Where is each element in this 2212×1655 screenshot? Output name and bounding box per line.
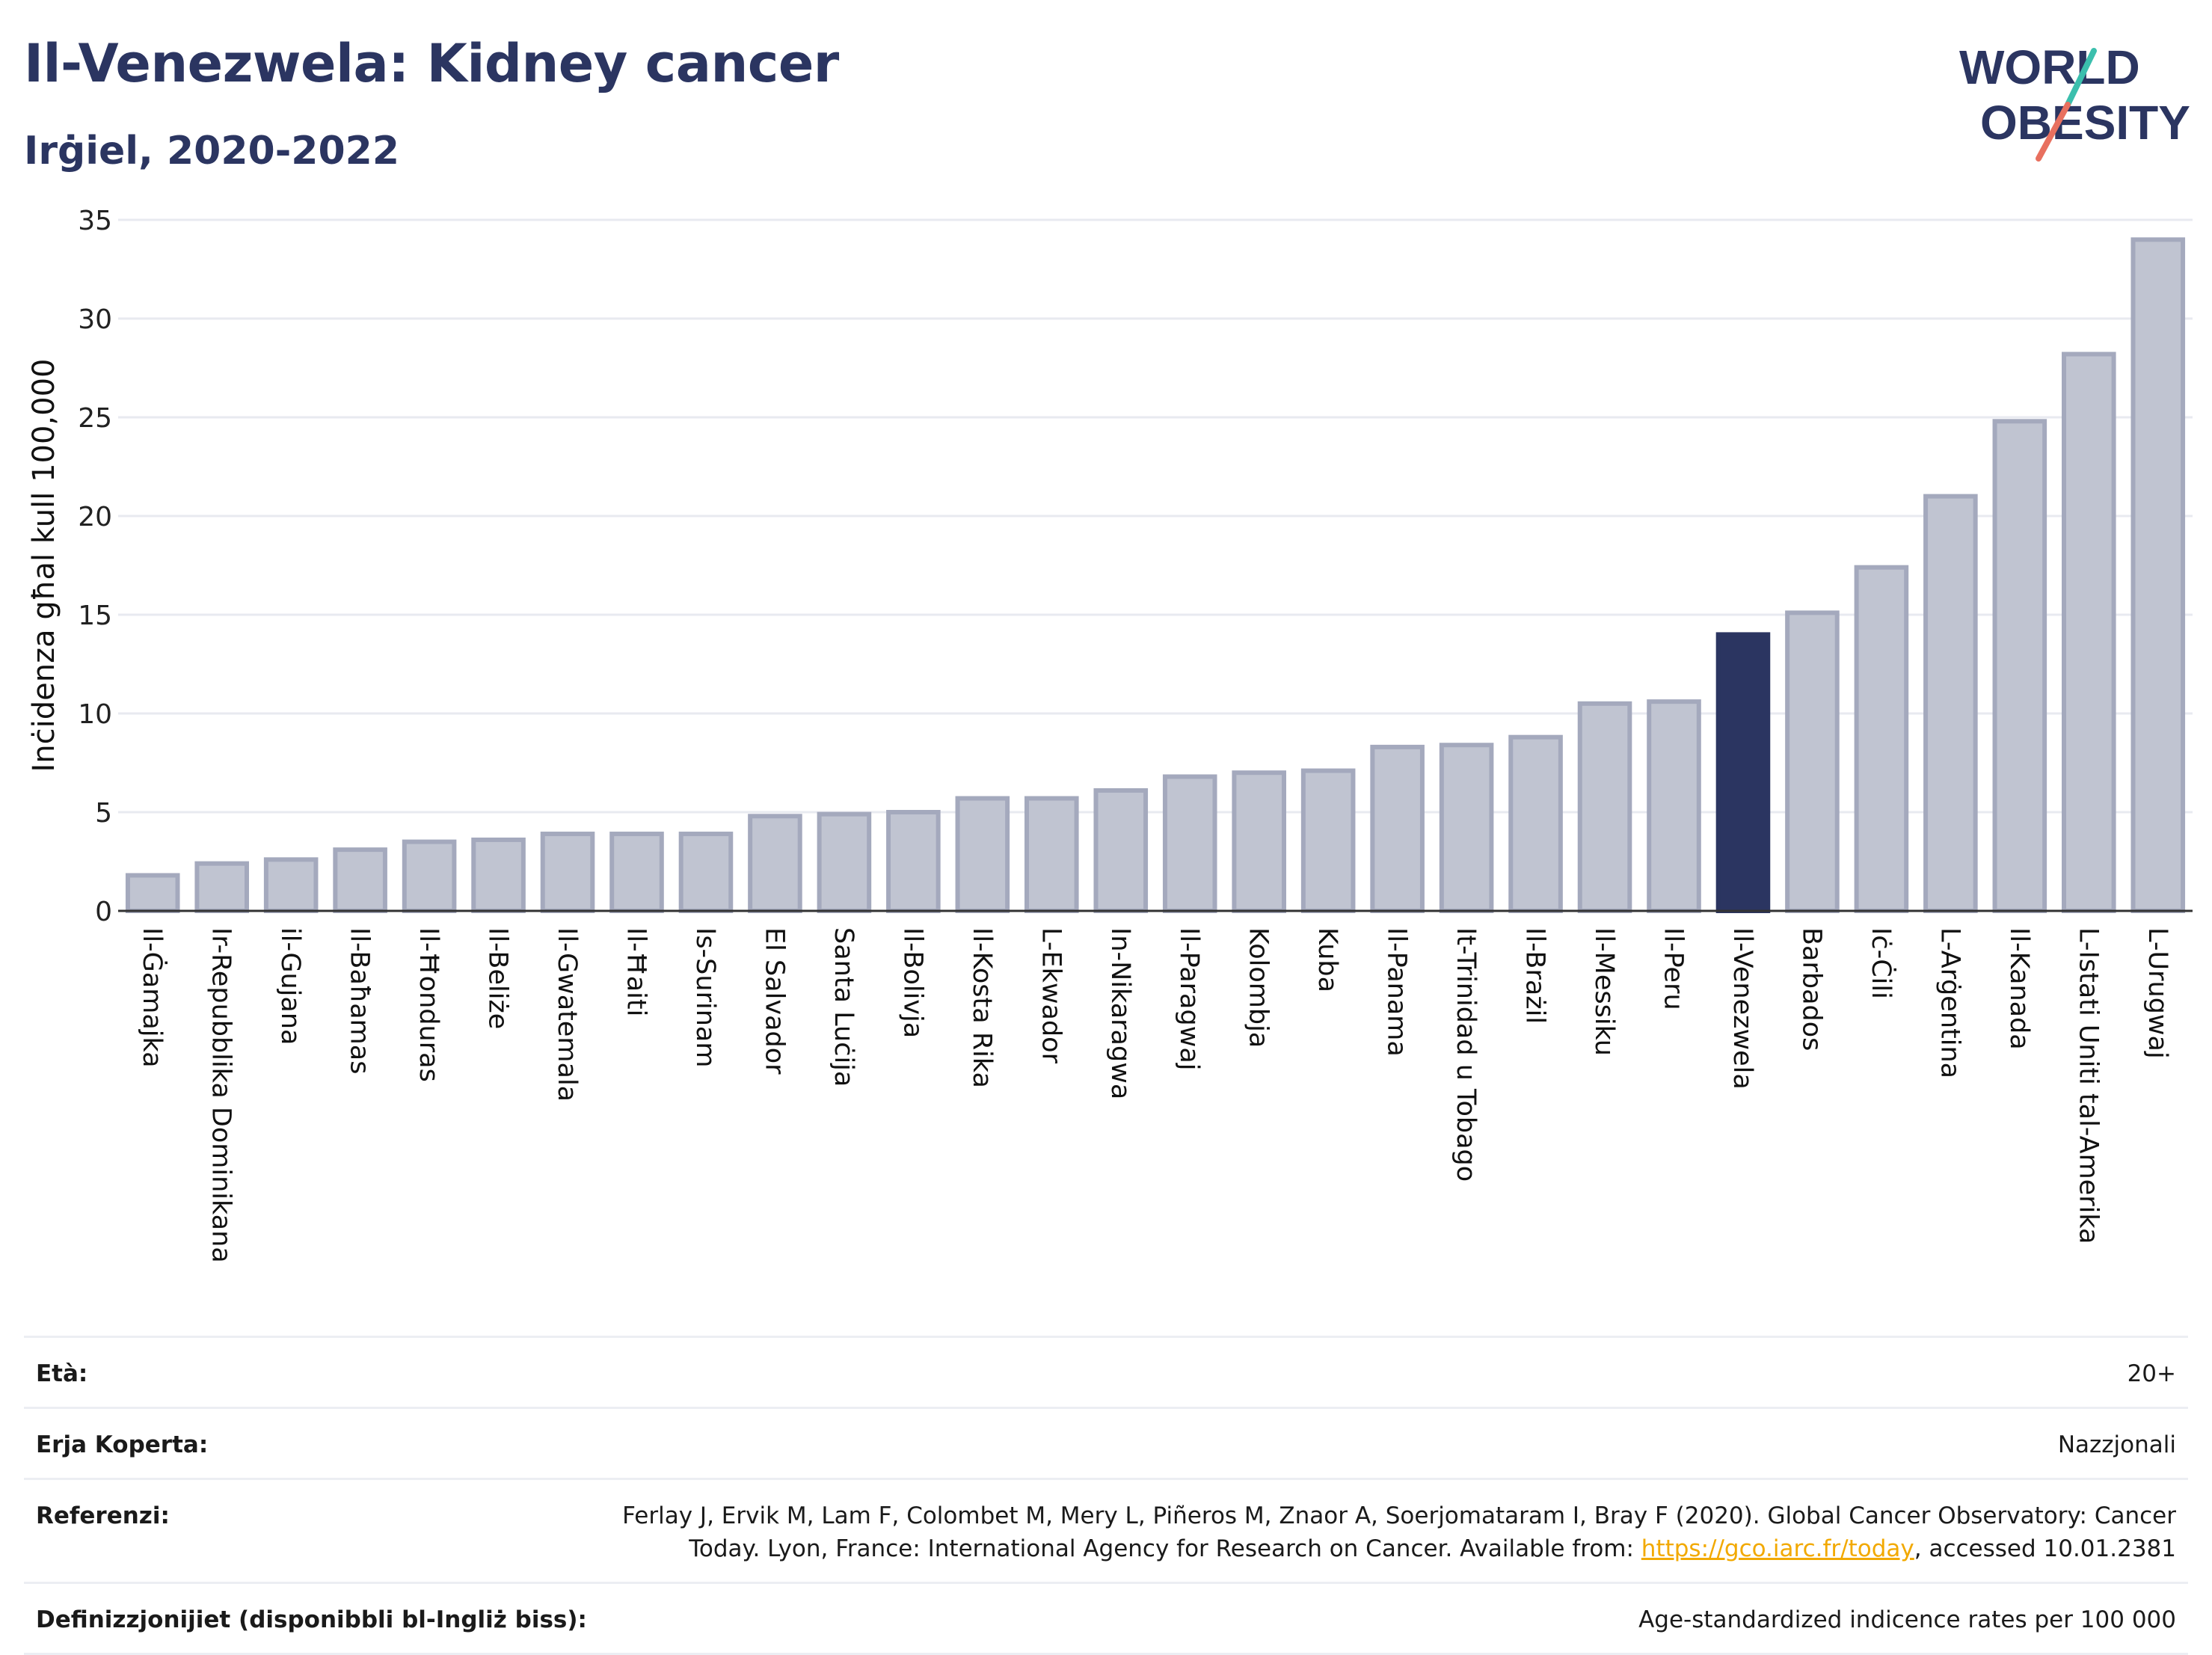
references-link[interactable]: https://gco.iarc.fr/today <box>1641 1535 1914 1562</box>
y-axis-title: Inċidenza għal kull 100,000 <box>27 359 61 773</box>
bars <box>125 237 2186 914</box>
bar <box>817 811 872 914</box>
axes: 0 5 10 15 20 25 30 35 <box>78 206 2193 927</box>
bar-highlighted <box>1715 632 1771 914</box>
logo-slash-top <box>2065 48 2097 108</box>
x-category-label: Kolombja <box>1244 927 1274 1048</box>
bar <box>1647 699 1701 913</box>
x-category-label: L-Ekwador <box>1036 927 1066 1064</box>
y-tick-label: 35 <box>78 206 112 236</box>
x-category-label: El Salvador <box>759 927 789 1075</box>
area-value: Nazzjonali <box>2057 1431 2176 1458</box>
bar <box>1785 610 1840 913</box>
age-value: 20+ <box>2127 1360 2176 1387</box>
references-label: Referenzi: <box>36 1502 170 1529</box>
meta-row-area: Erja Koperta: Nazzjonali <box>24 1407 2188 1478</box>
x-category-label: Il-Messiku <box>1589 927 1619 1056</box>
x-category-label: Il-Ħonduras <box>414 927 443 1082</box>
bar <box>1300 768 1356 914</box>
logo-slash-bottom <box>2036 102 2071 162</box>
category-labels: Il-Ġamajka Ir-Repubblika Dominikana il-Guj… <box>137 927 2172 1263</box>
references-accessed: , accessed 10.01.2381 <box>1914 1535 2176 1562</box>
bar <box>1854 565 1909 913</box>
x-category-label: Santa Luċija <box>829 927 858 1087</box>
bar <box>1439 743 1494 913</box>
bar <box>2062 351 2116 913</box>
bar <box>125 873 180 913</box>
x-category-label: Il-Baħamas <box>345 927 375 1074</box>
x-category-label: L-Arġentina <box>1935 927 1964 1078</box>
bar <box>609 832 664 914</box>
references-line-1: Ferlay J, Ervik M, Lam F, Colombet M, Me… <box>622 1502 2176 1529</box>
page-subtitle: Irġiel, 2020-2022 <box>24 129 400 174</box>
x-category-label: Kuba <box>1312 927 1342 992</box>
x-category-label: L-Istati Uniti tal-Amerika <box>2073 927 2103 1244</box>
x-category-label: Is-Surinam <box>690 927 720 1067</box>
y-tick-label: 25 <box>78 403 112 434</box>
x-category-label: In-Nikaragwa <box>1105 927 1135 1099</box>
x-category-label: Il-Paragwaj <box>1174 927 1204 1071</box>
x-category-label: Iċ-Ċili <box>1866 927 1897 999</box>
y-tick-label: 30 <box>78 304 112 335</box>
x-category-label: Barbados <box>1796 927 1826 1051</box>
references-line-2: Today. Lyon, France: International Agenc… <box>622 1532 2176 1565</box>
bar <box>955 796 1010 914</box>
x-category-label: Il-Ħaiti <box>621 927 651 1016</box>
x-category-label: Il-Gwatemala <box>552 927 582 1102</box>
x-category-label: Ir-Repubblika Dominikana <box>206 927 236 1263</box>
bar <box>263 857 319 913</box>
bar <box>333 847 387 914</box>
meta-row-definitions: Definizzjonijiet (disponibbli bl-Ingliż … <box>24 1582 2188 1655</box>
age-label: Età: <box>36 1360 88 1387</box>
x-category-label: Il-Brażil <box>1520 927 1550 1024</box>
logo-text-obesity: OBESITY <box>1980 96 2190 150</box>
bar <box>748 814 802 914</box>
y-tick-label: 0 <box>95 897 112 927</box>
area-label: Erja Koperta: <box>36 1431 209 1458</box>
y-tick-label: 5 <box>95 798 112 829</box>
x-category-label: Il-Venezwela <box>1727 927 1757 1090</box>
bar <box>678 832 734 914</box>
x-category-label: il-Gujana <box>275 927 305 1045</box>
references-value: Ferlay J, Ervik M, Lam F, Colombet M, Me… <box>622 1499 2176 1565</box>
bar <box>1923 494 1978 913</box>
bar <box>471 837 526 913</box>
x-category-label: Il-Peru <box>1659 927 1689 1010</box>
bar <box>194 861 249 914</box>
bar <box>1232 770 1286 913</box>
bar <box>1577 701 1632 913</box>
x-category-label: Il-Beliże <box>483 927 513 1029</box>
references-line-2-text: Today. Lyon, France: International Agenc… <box>689 1535 1641 1562</box>
x-category-label: Il-Kosta Rika <box>967 927 997 1088</box>
x-category-label: Il-Kanada <box>2004 927 2034 1050</box>
x-category-label: L-Urugwaj <box>2142 927 2172 1059</box>
bar-chart: 0 5 10 15 20 25 30 35 Il-Ġamajka Ir-Repubblika D… <box>27 206 2193 1263</box>
bar <box>402 839 457 913</box>
bar <box>1508 734 1563 913</box>
y-tick-label: 10 <box>78 699 112 730</box>
bar <box>1992 419 2047 913</box>
bar <box>886 810 941 913</box>
world-obesity-logo: WORLD OBESITY <box>1944 30 2191 165</box>
meta-row-references: Referenzi: Ferlay J, Ervik M, Lam F, Col… <box>24 1478 2188 1582</box>
bar <box>540 832 595 914</box>
bar <box>1093 787 1149 913</box>
metadata-table: Età: 20+ Erja Koperta: Nazzjonali Refere… <box>24 1336 2188 1655</box>
page-title: Il-Venezwela: Kidney cancer <box>24 33 839 94</box>
definitions-label: Definizzjonijiet (disponibbli bl-Ingliż … <box>36 1606 587 1633</box>
x-category-label: It-Trinidad u Tobago <box>1451 927 1481 1182</box>
y-tick-label: 15 <box>78 601 112 631</box>
x-category-label: Il-Panama <box>1382 927 1412 1057</box>
bar <box>1024 796 1079 914</box>
x-category-label: Il-Bolivja <box>897 927 927 1038</box>
x-category-label: Il-Ġamajka <box>137 927 168 1068</box>
bar <box>1370 744 1425 913</box>
definitions-value: Age-standardized indicence rates per 100… <box>1638 1606 2176 1633</box>
meta-row-age: Età: 20+ <box>24 1336 2188 1407</box>
logo-text-world: WORLD <box>1959 40 2140 94</box>
bar <box>2130 237 2186 913</box>
bar <box>1162 774 1217 913</box>
y-tick-label: 20 <box>78 502 112 532</box>
logo-graphic: WORLD OBESITY <box>1959 40 2190 162</box>
